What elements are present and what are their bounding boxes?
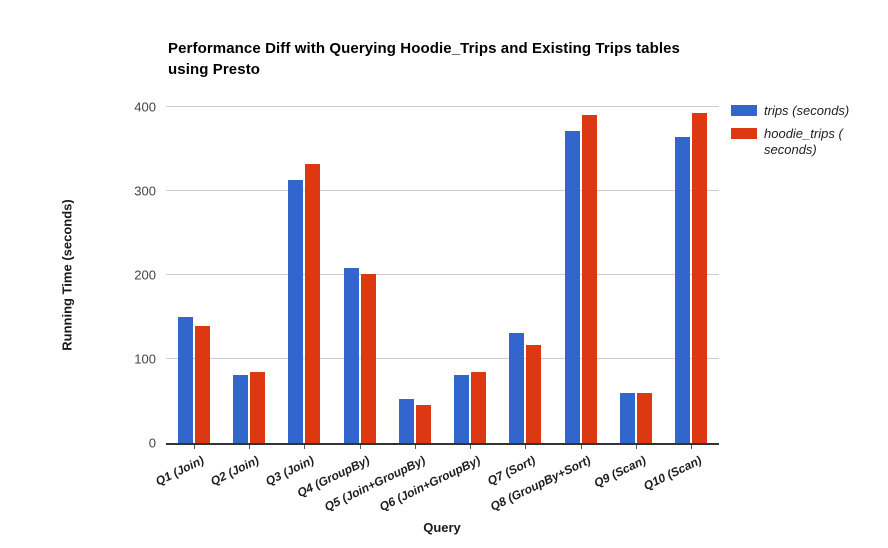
y-tick-label-0: 0 [148,435,156,451]
bar-trips-q4 [343,268,359,443]
y-tick-label-400: 400 [134,99,156,115]
bar-trips-q1 [177,317,193,443]
bar-trips-q10 [675,137,691,443]
x-tick-7 [525,445,527,449]
y-tick-label-100: 100 [134,351,156,367]
x-label-8: Q8 (GroupBy+Sort) [488,453,593,514]
legend-item-2: hoodie_trips ( seconds) [731,126,881,158]
bar-hoodie_trips-q6 [471,371,487,443]
bar-trips-q2 [232,374,248,443]
bar-hoodie_trips-q5 [415,405,431,443]
bar-hoodie_trips-q4 [360,274,376,443]
bar-trips-q3 [288,180,304,443]
bar-trips-q7 [509,332,525,443]
bar-hoodie_trips-q9 [637,393,653,443]
bar-trips-q8 [564,130,580,443]
bar-hoodie_trips-q3 [305,164,321,443]
bar-group-4 [332,107,387,443]
gridline-400 [166,106,719,107]
bar-hoodie_trips-q10 [692,112,708,443]
x-tick-5 [414,445,416,449]
bar-group-6 [443,107,498,443]
x-tick-3 [304,445,306,449]
x-tick-9 [636,445,638,449]
y-axis-title: Running Time (seconds) [59,199,75,351]
x-tick-2 [248,445,250,449]
x-tick-6 [470,445,472,449]
y-tick-label-300: 300 [134,183,156,199]
chart-title-line1: Performance Diff with Querying Hoodie_Tr… [168,40,680,57]
x-tick-1 [193,445,195,449]
bar-group-8 [553,107,608,443]
x-label-1: Q1 (Join) [152,453,206,489]
legend-item-1: trips (seconds) [731,103,881,119]
gridline-100 [166,358,719,359]
legend-label-1: trips (seconds) [764,103,850,118]
legend: trips (seconds) hoodie_trips ( seconds) [731,103,881,165]
x-label-6: Q6 (Join+GroupBy) [376,453,483,514]
bar-hoodie_trips-q7 [526,344,542,443]
bar-group-9 [608,107,663,443]
bar-group-10 [664,107,719,443]
chart-title-line2: using Presto [168,61,261,78]
bar-hoodie_trips-q1 [194,326,210,443]
x-tick-8 [580,445,582,449]
bar-trips-q9 [620,392,636,443]
bar-trips-q6 [454,374,470,443]
bar-trips-q5 [398,399,414,443]
gridline-300 [166,190,719,191]
bar-group-7 [498,107,553,443]
bar-group-3 [277,107,332,443]
legend-label-2: hoodie_trips ( seconds) [764,126,843,157]
x-axis-title: Query [423,520,461,535]
x-tick-10 [691,445,693,449]
x-label-10: Q10 (Scan) [640,453,704,494]
bar-hoodie_trips-q2 [249,372,265,443]
legend-swatch-2 [731,128,757,139]
plot-area: 0 100 200 300 400 Q1 (Join) Q2 (Join) Q3 (Join)… [134,100,719,514]
x-label-9: Q9 (Scan) [591,453,649,491]
gridline-200 [166,274,719,275]
y-tick-label-200: 200 [134,267,156,283]
legend-swatch-1 [731,105,757,116]
bar-group-1 [166,107,221,443]
bar-group-2 [221,107,276,443]
bar-group-5 [387,107,442,443]
chart-title: Performance Diff with Querying Hoodie_Tr… [168,38,728,80]
bar-hoodie_trips-q8 [581,114,597,443]
x-label-2: Q2 (Join) [208,453,262,489]
x-tick-4 [359,445,361,449]
